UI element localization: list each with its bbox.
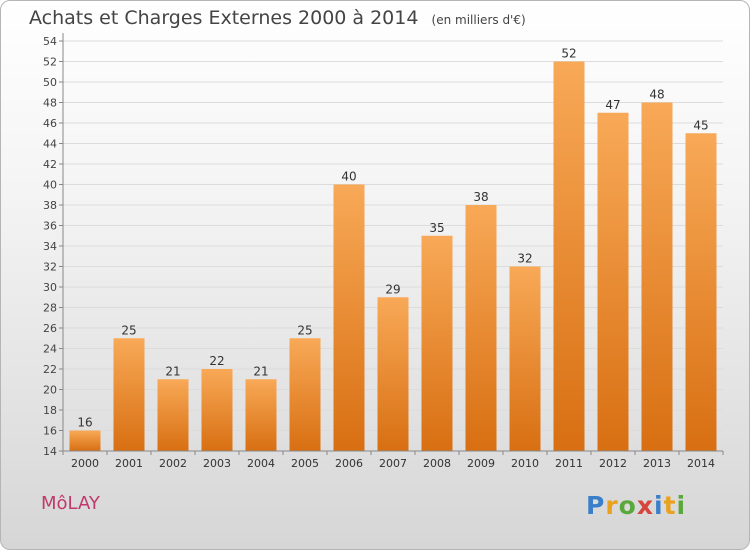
x-tick-label: 2001: [115, 457, 143, 470]
data-label-2002: 21: [165, 364, 180, 378]
axes: 14 16 18 20 22 24 26 28 30 32 34 36 38 40 42 44 46 48 50 52…: [43, 33, 724, 470]
data-labels: 16 25 21 22 21 25 40 29 35 38 32 52 47 48 45: [77, 47, 708, 430]
data-label-2006: 40: [341, 170, 356, 184]
x-tick-label: 2004: [247, 457, 275, 470]
data-label-2012: 47: [605, 98, 620, 112]
logo-letter: r: [605, 491, 619, 520]
data-label-2013: 48: [649, 88, 664, 102]
y-tick-label: 36: [43, 220, 57, 233]
y-tick-label: 44: [43, 138, 57, 151]
logo-letter: P: [586, 491, 606, 520]
bar-2010: [509, 266, 541, 451]
logo-letter: o: [618, 491, 637, 520]
chart-title-text: Achats et Charges Externes 2000 à 2014: [29, 7, 419, 29]
bar-2012: [597, 112, 629, 451]
data-label-2001: 25: [121, 323, 136, 337]
data-label-2014: 45: [693, 118, 708, 132]
x-tick-label: 2008: [423, 457, 451, 470]
data-label-2010: 32: [517, 252, 532, 266]
commune-name: MôLAY: [41, 493, 100, 514]
y-tick-label: 26: [43, 322, 57, 335]
y-tick-label: 20: [43, 384, 57, 397]
data-label-2000: 16: [77, 416, 92, 430]
y-tick-label: 34: [43, 240, 57, 253]
y-tick-label: 32: [43, 261, 57, 274]
x-tick-label: 2006: [335, 457, 363, 470]
logo-letter: x: [636, 491, 654, 520]
y-tick-label: 40: [43, 179, 57, 192]
y-tick-label: 42: [43, 158, 57, 171]
logo-letter: i: [676, 491, 687, 520]
x-tick-label: 2012: [599, 457, 627, 470]
bars: [69, 61, 717, 451]
y-tick-label: 50: [43, 76, 57, 89]
logo-letter: t: [663, 491, 677, 520]
chart-unit: (en milliers d'€): [431, 13, 526, 27]
bar-2005: [289, 338, 321, 451]
bar-2003: [201, 369, 233, 451]
y-tick-label: 16: [43, 425, 57, 438]
x-tick-label: 2000: [71, 457, 99, 470]
bar-2011: [553, 61, 585, 451]
y-tick-label: 46: [43, 117, 57, 130]
y-tick-label: 18: [43, 404, 57, 417]
data-label-2005: 25: [297, 323, 312, 337]
bar-2001: [113, 338, 145, 451]
data-label-2007: 29: [385, 282, 400, 296]
y-tick-label: 30: [43, 281, 57, 294]
proxiti-logo: Proxiti: [586, 491, 686, 520]
bar-2000: [69, 430, 101, 451]
data-label-2009: 38: [473, 190, 488, 204]
data-label-2011: 52: [561, 47, 576, 61]
y-tick-label: 52: [43, 56, 57, 69]
bar-2008: [421, 235, 453, 451]
logo-letter: i: [654, 491, 664, 520]
y-tick-label: 54: [43, 35, 57, 48]
x-tick-label: 2014: [687, 457, 715, 470]
data-label-2003: 22: [209, 354, 224, 368]
y-tick-label: 24: [43, 343, 57, 356]
data-label-2008: 35: [429, 221, 444, 235]
x-tick-label: 2007: [379, 457, 407, 470]
x-tick-label: 2002: [159, 457, 187, 470]
x-tick-label: 2009: [467, 457, 495, 470]
y-tick-label: 28: [43, 302, 57, 315]
bar-2009: [465, 205, 497, 451]
x-tick-label: 2005: [291, 457, 319, 470]
bar-2014: [685, 133, 717, 451]
y-tick-label: 22: [43, 363, 57, 376]
x-tick-label: 2011: [555, 457, 583, 470]
x-tick-label: 2010: [511, 457, 539, 470]
x-tick-label: 2003: [203, 457, 231, 470]
data-label-2004: 21: [253, 364, 268, 378]
y-tick-label: 14: [43, 445, 57, 458]
bar-2004: [245, 379, 277, 451]
x-tick-label: 2013: [643, 457, 671, 470]
y-tick-label: 48: [43, 97, 57, 110]
bar-2007: [377, 297, 409, 451]
bar-2006: [333, 184, 365, 451]
y-tick-label: 38: [43, 199, 57, 212]
chart-title: Achats et Charges Externes 2000 à 2014 (…: [29, 7, 526, 29]
bar-2002: [157, 379, 189, 451]
bar-2013: [641, 102, 673, 451]
